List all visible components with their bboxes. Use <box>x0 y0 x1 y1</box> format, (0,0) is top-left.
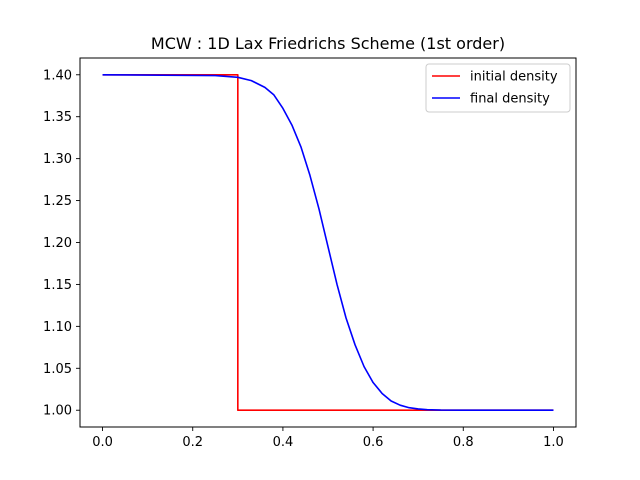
series-line-1 <box>102 73 554 412</box>
legend-label-0: initial density <box>470 70 558 85</box>
x-tick-label: 0.0 <box>92 435 113 450</box>
x-tick-label: 0.8 <box>453 435 474 450</box>
y-tick-label: 1.40 <box>43 68 72 83</box>
y-axis: 1.00 1.05 1.10 1.15 1.20 1.25 1.30 1.35 1.40 <box>43 68 80 419</box>
legend: initial density final density <box>425 63 571 113</box>
x-tick-label: 0.4 <box>273 435 294 450</box>
plot-lines <box>102 73 554 412</box>
x-tick-label: 0.6 <box>363 435 384 450</box>
y-tick-label: 1.25 <box>43 194 72 209</box>
y-tick-label: 1.30 <box>43 152 72 167</box>
y-tick-label: 1.15 <box>43 278 72 293</box>
chart-title: MCW : 1D Lax Friedrichs Scheme (1st orde… <box>151 34 505 53</box>
legend-box <box>425 63 571 113</box>
y-tick-label: 1.00 <box>43 404 72 419</box>
y-tick-label: 1.10 <box>43 320 72 335</box>
x-tick-label: 1.0 <box>543 435 564 450</box>
y-tick-label: 1.20 <box>43 236 72 251</box>
x-axis: 0.0 0.2 0.4 0.6 0.8 1.0 <box>92 427 564 450</box>
legend-label-1: final density <box>470 92 550 107</box>
y-tick-label: 1.05 <box>43 362 72 377</box>
y-tick-label: 1.35 <box>43 110 72 125</box>
x-tick-label: 0.2 <box>182 435 203 450</box>
